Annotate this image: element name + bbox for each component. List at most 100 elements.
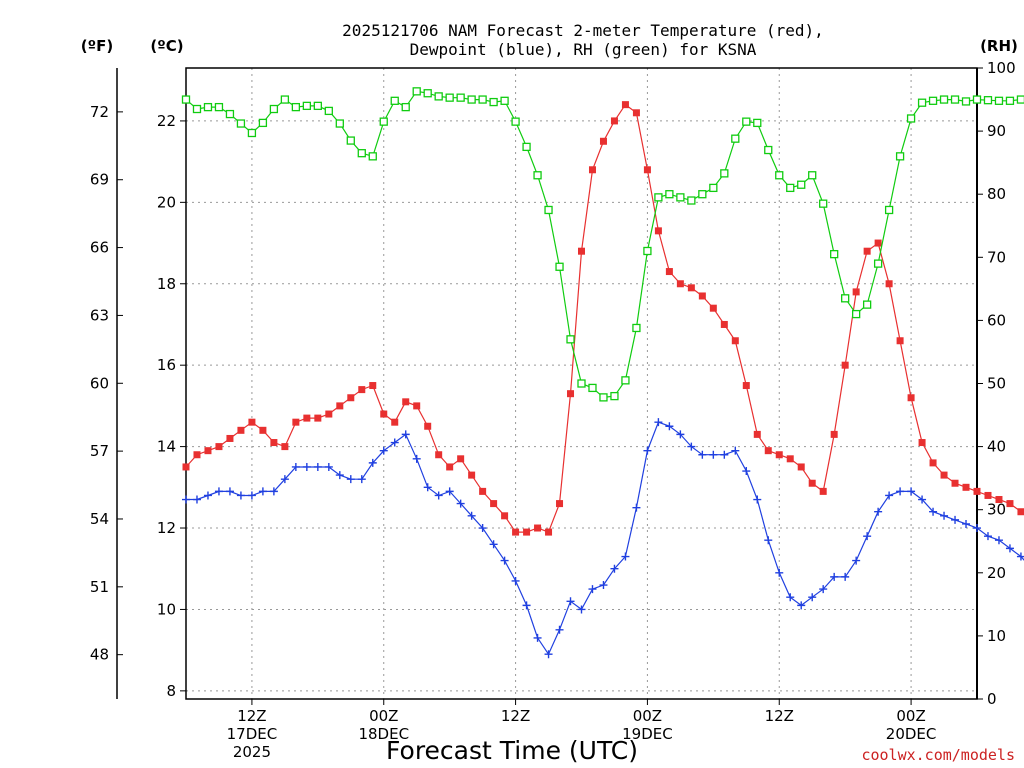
dewpoint-point [225,487,234,496]
rh-point [939,95,949,104]
rh-point [731,134,740,143]
rh-point [445,93,454,102]
dewpoint-point [962,519,971,528]
rh-point [698,190,707,199]
temperature-point [281,443,289,451]
rh-tick-label: 90 [987,122,1006,140]
rh-markers [181,87,1024,402]
dewpoint-point [445,487,454,496]
dewpoint-point [775,568,784,577]
temperature-point [621,101,629,109]
dewpoint-point [533,633,542,642]
rh-point [786,183,795,193]
x-tick-label: 2025 [233,743,271,761]
rh-point [720,169,729,178]
temperature-point [237,426,245,434]
rh-point [983,96,993,105]
rh-point [566,335,575,344]
dewpoint-point [863,532,872,541]
dewpoint-point [555,625,564,634]
fahrenheit-axis-unit: (ºF) [81,37,113,55]
dewpoint-point [324,462,333,471]
rh-tick-label: 30 [987,501,1006,519]
rh-point [808,171,817,180]
dewpoint-point [390,438,399,447]
dewpoint-point [973,524,981,533]
rh-point [873,259,883,268]
rh-point [775,171,784,180]
temperature-point [479,487,487,495]
temperature-point [523,528,531,536]
fahrenheit-tick-label: 54 [90,510,109,528]
x-tick-label: 19DEC [622,725,673,743]
rh-point [676,193,685,202]
temperature-point [720,320,728,328]
rh-point [764,145,773,155]
rh-point [577,379,586,388]
temperature-point [303,414,311,422]
celsius-tick-label: 14 [157,438,176,456]
dewpoint-point [951,515,960,524]
dewpoint-point [808,593,817,602]
temperature-point [808,479,816,487]
temperature-point [995,496,1003,504]
temperature-point [896,337,904,345]
rh-point [247,128,257,138]
rh-point [390,96,399,105]
fahrenheit-tick-label: 57 [90,442,109,460]
temperature-point [643,166,651,174]
dewpoint-point [852,556,861,565]
dewpoint-point [247,491,256,500]
x-tick-label: 00Z [369,707,398,725]
rh-point [841,294,850,303]
temperature-point [457,455,465,463]
temperature-point [940,471,948,479]
temperature-point [215,443,223,451]
temperature-point [193,451,201,459]
dewpoint-point [401,430,410,439]
rh-point [346,136,355,145]
temperature-point [665,268,673,276]
temperature-point [468,471,476,479]
source-credit: coolwx.com/models [861,746,1015,764]
x-tick-label: 20DEC [886,725,937,743]
temperature-point [204,447,212,455]
temperature-point [512,528,520,536]
rh-point [906,114,916,123]
temperature-point [182,463,190,471]
dewpoint-point [698,450,707,459]
rh-point [236,119,246,128]
rh-point [522,142,531,152]
rh-point [269,104,279,114]
temperature-point [962,483,970,491]
temperature-point [610,117,618,125]
dewpoint-point [489,540,498,549]
x-tick-label: 12Z [501,707,530,725]
chart-title-line1: 2025121706 NAM Forecast 2-meter Temperat… [342,21,824,40]
celsius-tick-label: 22 [157,112,176,130]
temperature-point [534,524,542,532]
temperature-point [874,239,882,247]
temperature-point [336,402,344,410]
temperature-point [863,247,871,255]
dewpoint-point [643,446,652,455]
dewpoint-point [687,442,696,451]
temperature-point [731,337,739,345]
dewpoint-point [1005,544,1014,553]
dewpoint-point [467,511,476,520]
rh-point [192,104,202,114]
dewpoint-point [764,536,773,545]
dewpoint-point [566,597,575,606]
rh-point [258,118,268,128]
temperature-point [435,451,443,459]
rh-point [302,101,311,111]
dewpoint-point [302,462,311,471]
dewpoint-point [874,507,883,516]
rh-point [467,95,476,104]
temperature-point [248,418,256,426]
temperature-point [775,451,783,459]
dewpoint-point [500,556,509,565]
temperature-point [501,512,509,520]
temperature-point [424,422,432,430]
dewpoint-point [335,471,344,480]
